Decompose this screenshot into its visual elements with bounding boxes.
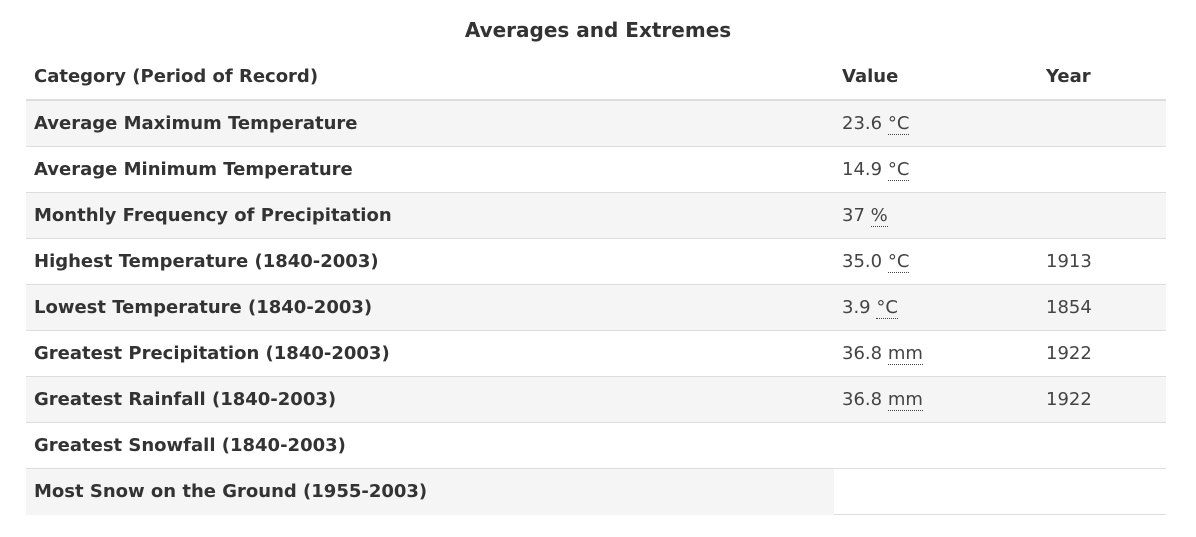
category-cell: Greatest Precipitation (1840-2003) [26,330,834,377]
unit-abbr[interactable]: °C [876,297,898,319]
unit-abbr[interactable]: mm [887,343,923,365]
header-row: Category (Period of Record) Value Year [26,54,1166,101]
value-cell: 3.9 °C [834,284,1038,331]
year-cell [1038,468,1166,515]
header-value: Value [834,54,1038,101]
header-category: Category (Period of Record) [26,54,834,101]
unit-abbr[interactable]: % [870,205,888,227]
year-cell: 1922 [1038,376,1166,423]
value-cell: 14.9 °C [834,146,1038,193]
table-row: Monthly Frequency of Precipitation 37 % [26,192,1166,239]
category-cell: Average Minimum Temperature [26,146,834,193]
category-cell: Average Maximum Temperature [26,100,834,147]
value-cell [834,422,1038,469]
category-cell: Greatest Snowfall (1840-2003) [26,422,834,469]
value-cell: 37 % [834,192,1038,239]
unit-abbr[interactable]: °C [887,113,910,135]
category-cell: Lowest Temperature (1840-2003) [26,284,834,331]
unit-abbr[interactable]: mm [887,389,923,411]
value-cell: 23.6 °C [834,100,1038,147]
category-cell: Highest Temperature (1840-2003) [26,238,834,285]
header-year: Year [1038,54,1166,101]
table-body: Average Maximum Temperature 23.6 °C Aver… [26,100,1166,515]
category-cell: Monthly Frequency of Precipitation [26,192,834,239]
year-cell: 1854 [1038,284,1166,331]
table-row: Average Maximum Temperature 23.6 °C [26,100,1166,147]
value-number: 14.9 [842,159,883,180]
year-cell [1038,192,1166,239]
averages-extremes-table: Category (Period of Record) Value Year A… [26,54,1166,515]
value-number: 36.8 [842,389,883,410]
table-row: Most Snow on the Ground (1955-2003) [26,468,1166,515]
value-cell [834,468,1038,515]
table-row: Greatest Snowfall (1840-2003) [26,422,1166,469]
value-number: 35.0 [842,251,883,272]
table-caption: Averages and Extremes [464,18,732,42]
table-row: Lowest Temperature (1840-2003) 3.9 °C 18… [26,284,1166,331]
category-cell: Greatest Rainfall (1840-2003) [26,376,834,423]
unit-abbr[interactable]: °C [887,159,910,181]
table-row: Highest Temperature (1840-2003) 35.0 °C … [26,238,1166,285]
value-number: 3.9 [842,297,871,318]
value-number: 36.8 [842,343,883,364]
year-cell [1038,422,1166,469]
year-cell [1038,146,1166,193]
value-cell: 36.8 mm [834,376,1038,423]
year-cell: 1922 [1038,330,1166,377]
value-cell: 35.0 °C [834,238,1038,285]
value-cell: 36.8 mm [834,330,1038,377]
table-row: Greatest Rainfall (1840-2003) 36.8 mm 19… [26,376,1166,423]
table-header: Category (Period of Record) Value Year [26,54,1166,101]
table-row: Greatest Precipitation (1840-2003) 36.8 … [26,330,1166,377]
year-cell: 1913 [1038,238,1166,285]
value-number: 37 [842,205,865,226]
unit-abbr[interactable]: °C [887,251,910,273]
value-number: 23.6 [842,113,883,134]
table-row: Average Minimum Temperature 14.9 °C [26,146,1166,193]
category-cell: Most Snow on the Ground (1955-2003) [34,481,428,503]
year-cell [1038,100,1166,147]
